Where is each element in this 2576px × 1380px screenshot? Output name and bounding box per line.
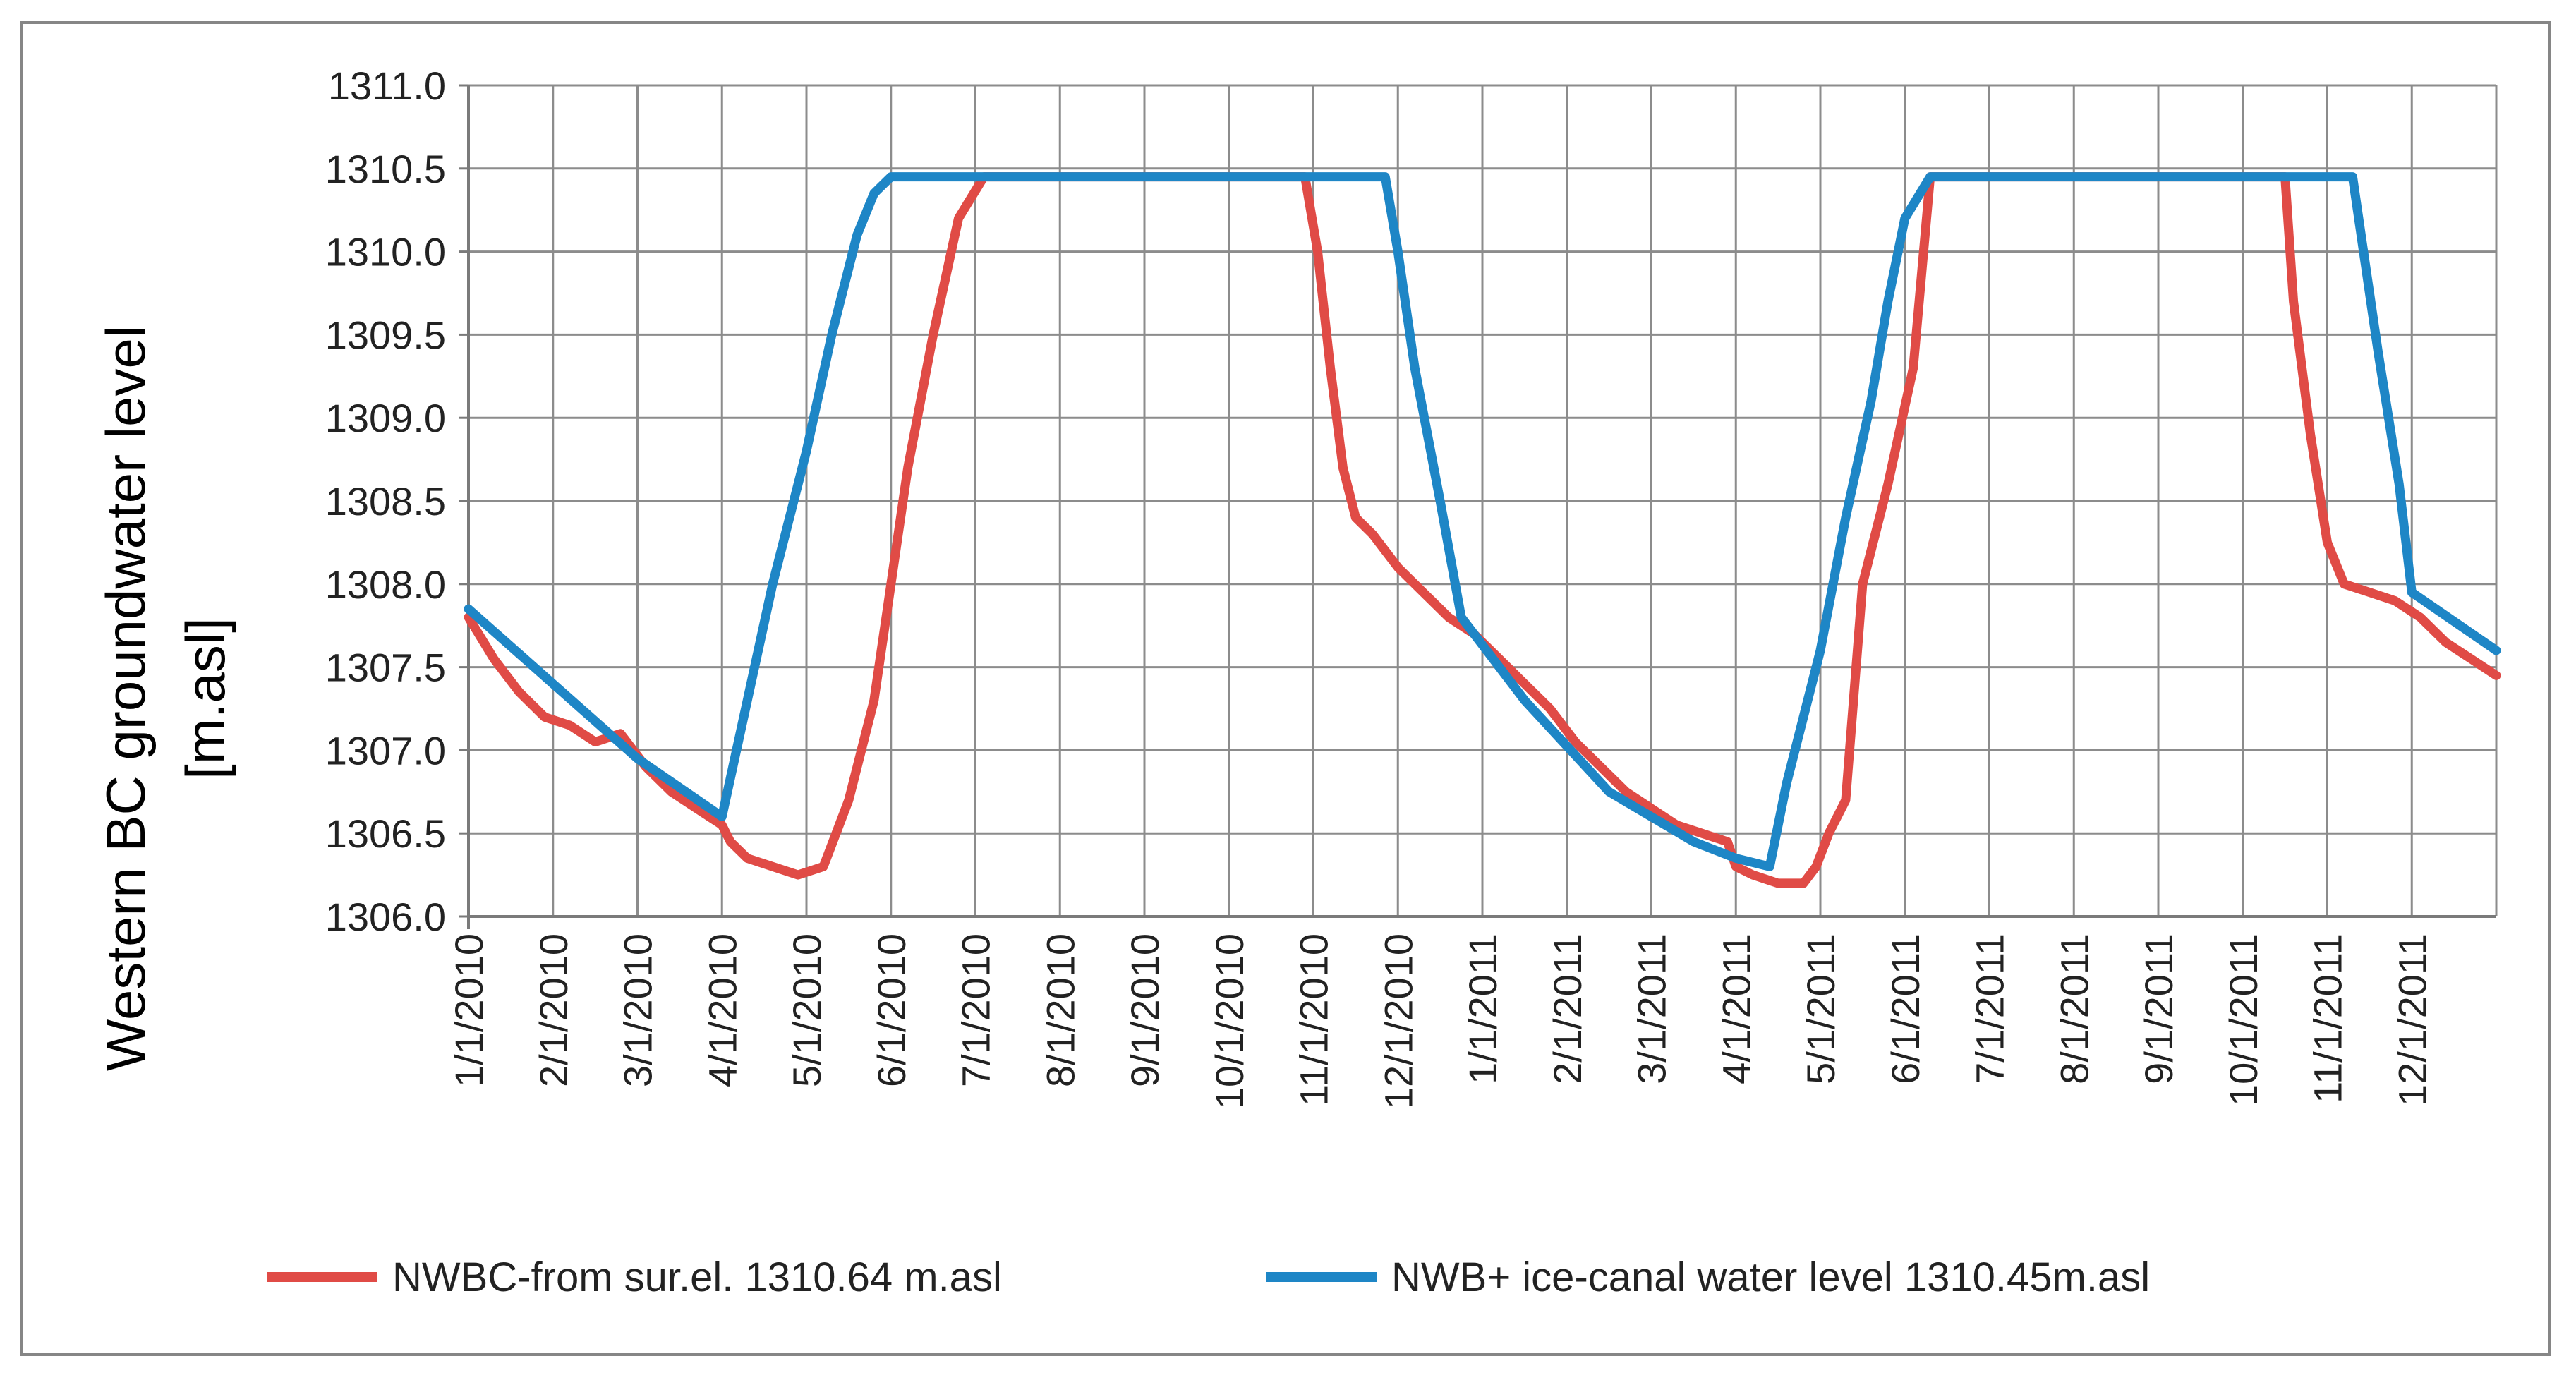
x-tick-label: 2/1/2010: [531, 933, 576, 1087]
x-tick-label: 10/1/2011: [2221, 933, 2266, 1106]
x-tick-label: 6/1/2011: [1883, 933, 1928, 1084]
legend-label-nwbc: NWBC-from sur.el. 1310.64 m.asl: [392, 1254, 1002, 1300]
y-tick-label: 1309.5: [325, 313, 446, 357]
x-tick-label: 1/1/2011: [1461, 933, 1505, 1084]
x-tick-label: 9/1/2010: [1123, 933, 1167, 1087]
x-tick-label: 5/1/2011: [1798, 933, 1843, 1084]
x-tick-label: 7/1/2010: [954, 933, 998, 1087]
x-tick-label: 2/1/2011: [1545, 933, 1590, 1084]
y-tick-label: 1311.0: [328, 63, 446, 108]
y-tick-label: 1310.5: [325, 147, 446, 191]
y-tick-label: 1309.0: [325, 396, 446, 440]
y-tick-label: 1307.5: [325, 646, 446, 690]
x-tick-label: 5/1/2010: [785, 933, 829, 1087]
x-tick-label: 7/1/2011: [1968, 933, 2012, 1084]
x-tick-label: 12/1/2011: [2390, 933, 2434, 1106]
x-tick-label: 9/1/2011: [2136, 933, 2181, 1084]
chart-frame: [20, 21, 2551, 1356]
x-tick-label: 12/1/2010: [1376, 933, 1420, 1109]
x-tick-label: 4/1/2011: [1714, 933, 1758, 1084]
x-tick-label: 3/1/2011: [1630, 933, 1674, 1084]
y-tick-label: 1308.5: [325, 479, 446, 523]
y-axis-title-line-2: [m.asl]: [174, 617, 236, 780]
x-axis-ticks: 1/1/2010 2/1/2010 3/1/2010 4/1/2010 5/1/2010…: [447, 933, 2434, 1109]
x-tick-label: 6/1/2010: [869, 933, 914, 1087]
x-tick-label: 4/1/2010: [700, 933, 744, 1087]
series-lines: [464, 172, 2501, 888]
y-tick-label: 1306.5: [325, 811, 446, 856]
y-axis-title-line-1: Western BC groundwater level: [95, 326, 157, 1071]
x-tick-label: 10/1/2010: [1207, 933, 1252, 1109]
x-tick-label: 8/1/2011: [2052, 933, 2096, 1084]
legend: NWBC-from sur.el. 1310.64 m.asl NWB+ ice…: [267, 1254, 2150, 1300]
x-tick-label: 3/1/2010: [616, 933, 660, 1087]
y-axis-ticks: 1306.0 1306.5 1307.0 1307.5 1308.0 1308.5 1309…: [325, 63, 468, 939]
y-tick-label: 1308.0: [325, 562, 446, 607]
x-tick-label: 11/1/2011: [2306, 933, 2350, 1103]
series-line-1: [464, 172, 2501, 871]
x-tick-label: 1/1/2010: [447, 933, 491, 1087]
legend-label-nwb-ice-canal: NWB+ ice-canal water level 1310.45m.asl: [1391, 1254, 2150, 1300]
x-tick-label: 8/1/2010: [1038, 933, 1082, 1087]
y-tick-label: 1306.0: [325, 895, 446, 939]
y-tick-label: 1310.0: [325, 230, 446, 274]
x-tick-label: 11/1/2010: [1292, 933, 1336, 1106]
y-tick-label: 1307.0: [325, 728, 446, 773]
y-axis-title: Western BC groundwater level [m.asl]: [95, 326, 236, 1071]
grid-lines: [467, 84, 2498, 929]
